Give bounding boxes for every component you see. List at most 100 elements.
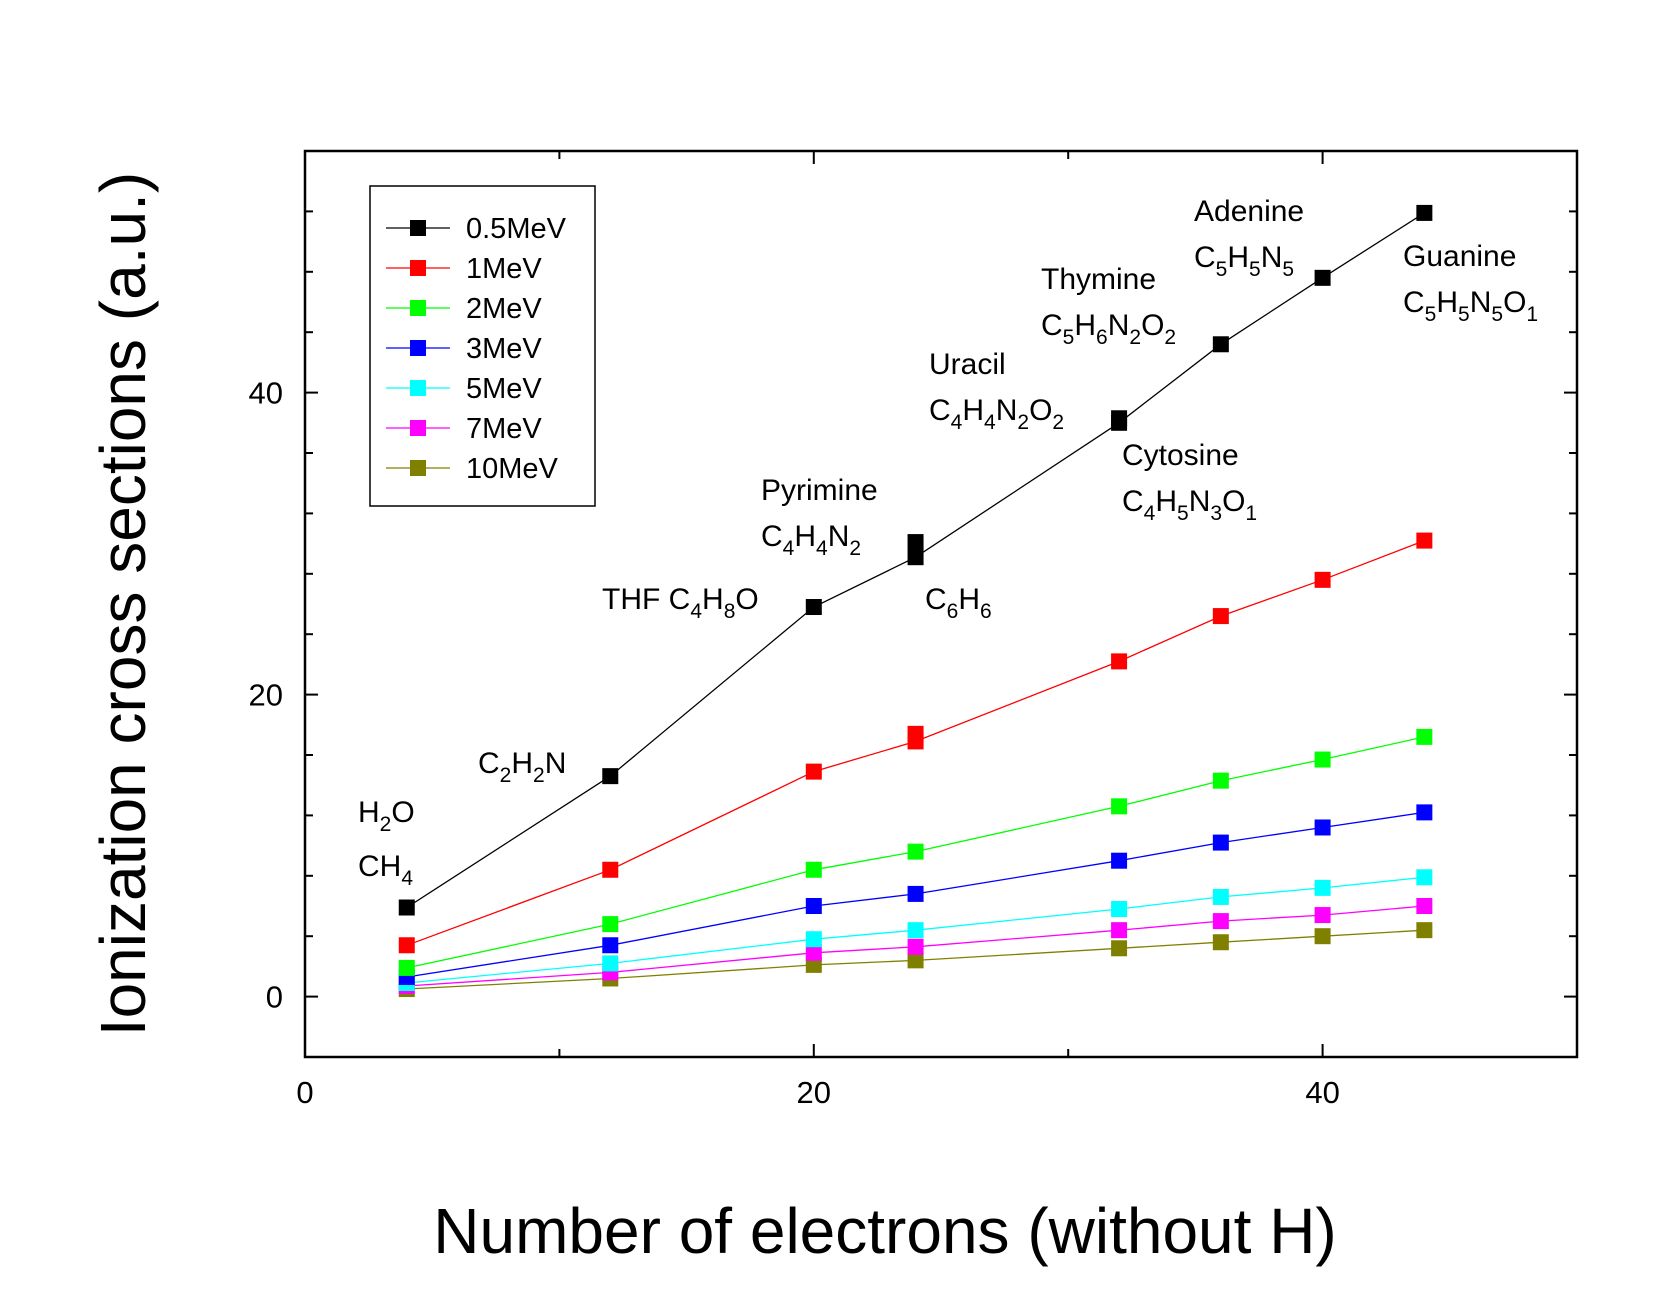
- data-point: [1111, 798, 1128, 815]
- data-point: [907, 843, 924, 860]
- annotation-text: C: [1122, 485, 1144, 518]
- annotation-text: O: [735, 583, 758, 616]
- y-tick-label: 0: [266, 980, 283, 1015]
- data-point: [907, 885, 924, 902]
- annotation-text: H: [511, 747, 533, 780]
- legend-marker: [410, 460, 426, 476]
- annotation-text: C: [925, 583, 947, 616]
- legend-label: 10MeV: [466, 453, 559, 485]
- data-point: [805, 763, 822, 780]
- data-point: [1314, 879, 1331, 896]
- annotation-text: C: [478, 747, 500, 780]
- y-tick-label: 40: [249, 376, 283, 411]
- point-annotation: C6H6: [925, 583, 992, 623]
- data-point: [1111, 410, 1128, 427]
- annotation-subscript: 4: [984, 411, 996, 434]
- annotation-text: N: [1261, 241, 1283, 274]
- y-axis-title: Ionization cross sections (a.u.): [87, 172, 159, 1036]
- data-point: [602, 937, 619, 954]
- annotation-subscript: 5: [1491, 303, 1503, 326]
- series-line: [406, 929, 1425, 990]
- x-tick-label: 0: [296, 1075, 313, 1110]
- data-point: [602, 861, 619, 878]
- point-annotation: C5H5N5: [1194, 241, 1294, 281]
- annotation-subscript: 5: [1458, 303, 1470, 326]
- annotation-subscript: 5: [1249, 258, 1261, 281]
- annotation-subscript: 4: [951, 411, 963, 434]
- data-point: [1314, 928, 1331, 945]
- annotation-text: N: [828, 520, 850, 553]
- data-point: [1314, 571, 1331, 588]
- data-point: [907, 952, 924, 969]
- annotation-text: N: [996, 394, 1018, 427]
- annotation-text: O: [1503, 286, 1526, 319]
- data-point: [805, 956, 822, 973]
- legend-marker: [410, 220, 426, 236]
- annotation-subscript: 4: [783, 537, 795, 560]
- plot-frame: [303, 149, 1579, 1059]
- data-point: [1416, 532, 1433, 549]
- annotation-text: CH: [358, 850, 401, 883]
- annotation-subscript: 1: [1245, 502, 1257, 525]
- data-point: [1111, 653, 1128, 670]
- annotation-text: N: [1470, 286, 1492, 319]
- annotation-text: H: [958, 583, 980, 616]
- point-annotation: Guanine: [1403, 240, 1516, 273]
- data-point: [1212, 834, 1229, 851]
- series-line: [406, 212, 1425, 909]
- annotation-subscript: 5: [1063, 326, 1075, 349]
- data-point: [1212, 772, 1229, 789]
- annotation-subscript: 4: [401, 867, 413, 890]
- legend-marker: [410, 420, 426, 436]
- data-point: [1111, 852, 1128, 869]
- annotation-subscript: 4: [690, 600, 702, 623]
- data-point: [805, 861, 822, 878]
- data-point: [1111, 940, 1128, 957]
- x-tick-label: 40: [1305, 1075, 1339, 1110]
- legend-box: [369, 185, 596, 507]
- annotation-subscript: 2: [380, 813, 392, 836]
- data-point: [907, 725, 924, 742]
- annotation-subscript: 4: [1144, 502, 1156, 525]
- annotation-text: Pyrimine: [761, 474, 878, 507]
- annotation-text: N: [1189, 485, 1211, 518]
- annotation-text: H: [702, 583, 724, 616]
- data-point: [398, 937, 415, 954]
- point-annotation: C2H2N: [478, 747, 566, 787]
- data-point: [805, 944, 822, 961]
- annotation-text: H: [1227, 241, 1249, 274]
- annotation-text: N: [545, 747, 567, 780]
- annotation-text: Uracil: [929, 348, 1006, 381]
- data-point: [805, 898, 822, 914]
- annotation-subscript: 6: [1096, 326, 1108, 349]
- series-line: [406, 539, 1425, 946]
- data-point: [1416, 922, 1433, 939]
- annotation-subscript: 6: [947, 600, 959, 623]
- annotation-text: C: [761, 520, 783, 553]
- annotation-subscript: 2: [849, 537, 861, 560]
- data-point: [1111, 922, 1128, 939]
- annotation-text: O: [1222, 485, 1245, 518]
- annotation-subscript: 5: [1425, 303, 1437, 326]
- annotation-subscript: 5: [1177, 502, 1189, 525]
- series-line: [406, 811, 1425, 978]
- annotation-text: H: [794, 520, 816, 553]
- annotation-subscript: 2: [1052, 411, 1064, 434]
- point-annotation: H2O: [358, 796, 415, 836]
- point-annotation: C5H6N2O2: [1041, 309, 1176, 349]
- annotation-text: H: [1436, 286, 1458, 319]
- point-annotation: Cytosine: [1122, 439, 1239, 472]
- legend-label: 0.5MeV: [466, 213, 567, 245]
- data-point: [602, 768, 619, 785]
- legend-label: 1MeV: [466, 253, 542, 285]
- data-point: [1416, 869, 1433, 886]
- point-annotation: CH4: [358, 850, 413, 890]
- annotation-subscript: 2: [1164, 326, 1176, 349]
- annotation-subscript: 4: [816, 537, 828, 560]
- x-axis-title: Number of electrons (without H): [433, 1195, 1336, 1267]
- data-point: [602, 916, 619, 933]
- annotation-text: H: [358, 796, 380, 829]
- annotation-text: THF C: [602, 583, 690, 616]
